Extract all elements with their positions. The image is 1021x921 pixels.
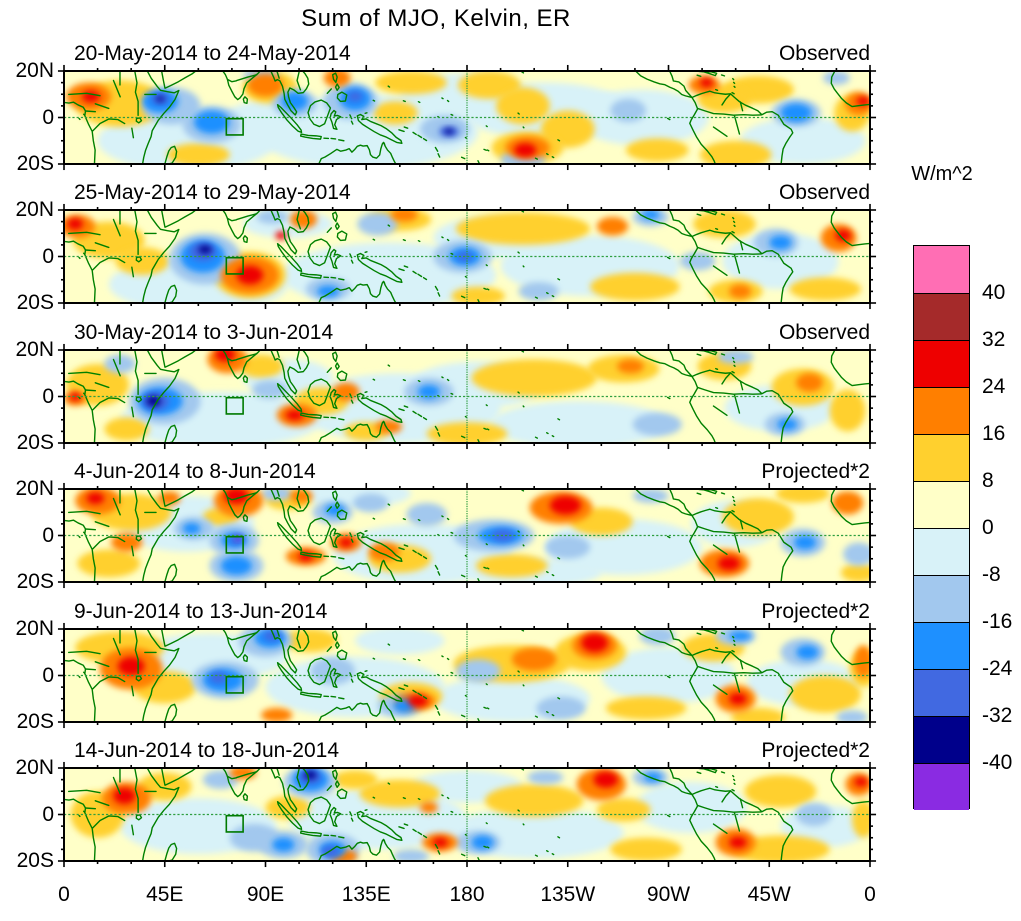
panel-scenario-label: Observed [778,181,870,204]
map-canvas [64,768,870,861]
map-canvas [64,210,870,303]
y-tick-label: 20N [15,338,54,361]
colorbar-tick-label: 40 [982,281,1006,304]
y-tick-label: 0 [42,384,54,408]
study-region-box [226,677,243,693]
y-tick-label: 20S [16,431,54,454]
y-tick-label: 20S [16,291,54,314]
colorbar-swatch [914,293,969,340]
colorbar-swatch [914,622,969,669]
y-tick-label: 20N [15,59,54,82]
colorbar-swatch [914,528,969,575]
map-canvas [64,489,870,582]
map-canvas [64,629,870,722]
colorbar-swatch [914,763,969,810]
map-panel-3 [64,350,870,443]
x-tick-label: 0 [864,883,876,906]
panel-title: 9-Jun-2014 to 13-Jun-2014 [74,600,328,623]
y-tick-label: 0 [42,802,54,826]
panel-scenario-label: Projected*2 [761,460,870,483]
map-canvas [64,350,870,443]
study-region-box [226,816,243,832]
x-tick-label: 45W [747,883,791,906]
colorbar-tick-label: -24 [982,657,1013,680]
study-region-box [226,537,243,553]
panel-title: 30-May-2014 to 3-Jun-2014 [74,321,334,344]
y-tick-label: 20S [16,570,54,593]
x-tick-label: 135W [540,883,596,906]
study-region-box [226,119,243,135]
colorbar-tick-label: -16 [982,610,1013,633]
colorbar-swatch [914,575,969,622]
y-tick-label: 0 [42,663,54,687]
study-region-box [226,258,243,274]
colorbar-swatch [914,387,969,434]
colorbar-tick-label: 32 [982,328,1006,351]
x-tick-label: 180 [449,883,485,906]
panel-scenario-label: Projected*2 [761,600,870,623]
y-tick-label: 20S [16,710,54,733]
study-region-box [226,398,243,414]
map-panel-1 [64,71,870,164]
panel-scenario-label: Observed [778,321,870,344]
y-tick-label: 0 [42,105,54,129]
figure-title: Sum of MJO, Kelvin, ER [301,5,571,32]
y-tick-label: 20N [15,617,54,640]
map-panel-2 [64,210,870,303]
colorbar-swatch [914,434,969,481]
panel-title: 4-Jun-2014 to 8-Jun-2014 [74,460,316,483]
y-tick-label: 0 [42,523,54,547]
y-tick-label: 20N [15,477,54,500]
colorbar-tick-label: -32 [982,704,1013,727]
colorbar-tick-label: -40 [982,751,1013,774]
colorbar [913,245,970,810]
colorbar-swatch [914,669,969,716]
panel-scenario-label: Projected*2 [761,739,870,762]
colorbar-swatch [914,481,969,528]
panel-title: 14-Jun-2014 to 18-Jun-2014 [74,739,340,762]
colorbar-units-label: W/m^2 [911,163,973,185]
x-tick-label: 90E [246,883,285,906]
colorbar-tick-label: 8 [982,469,994,492]
colorbar-tick-label: 16 [982,422,1006,445]
colorbar-swatch [914,716,969,763]
map-canvas [64,71,870,164]
map-panel-4 [64,489,870,582]
y-tick-label: 20S [16,152,54,175]
y-tick-label: 20S [16,849,54,872]
map-panel-6 [64,768,870,861]
x-tick-label: 45E [146,883,184,906]
x-tick-label: 90W [646,883,691,906]
y-tick-label: 20N [15,198,54,221]
y-tick-label: 0 [42,244,54,268]
map-panel-5 [64,629,870,722]
panel-title: 20-May-2014 to 24-May-2014 [74,42,351,65]
colorbar-swatch [914,246,969,293]
panel-title: 25-May-2014 to 29-May-2014 [74,181,351,204]
y-tick-label: 20N [15,756,54,779]
colorbar-swatch [914,340,969,387]
colorbar-tick-label: 0 [982,516,994,539]
panel-scenario-label: Observed [778,42,870,65]
x-tick-label: 135E [341,883,391,906]
x-tick-label: 0 [58,883,70,906]
colorbar-tick-label: 24 [982,375,1006,398]
colorbar-tick-label: -8 [982,563,1001,586]
